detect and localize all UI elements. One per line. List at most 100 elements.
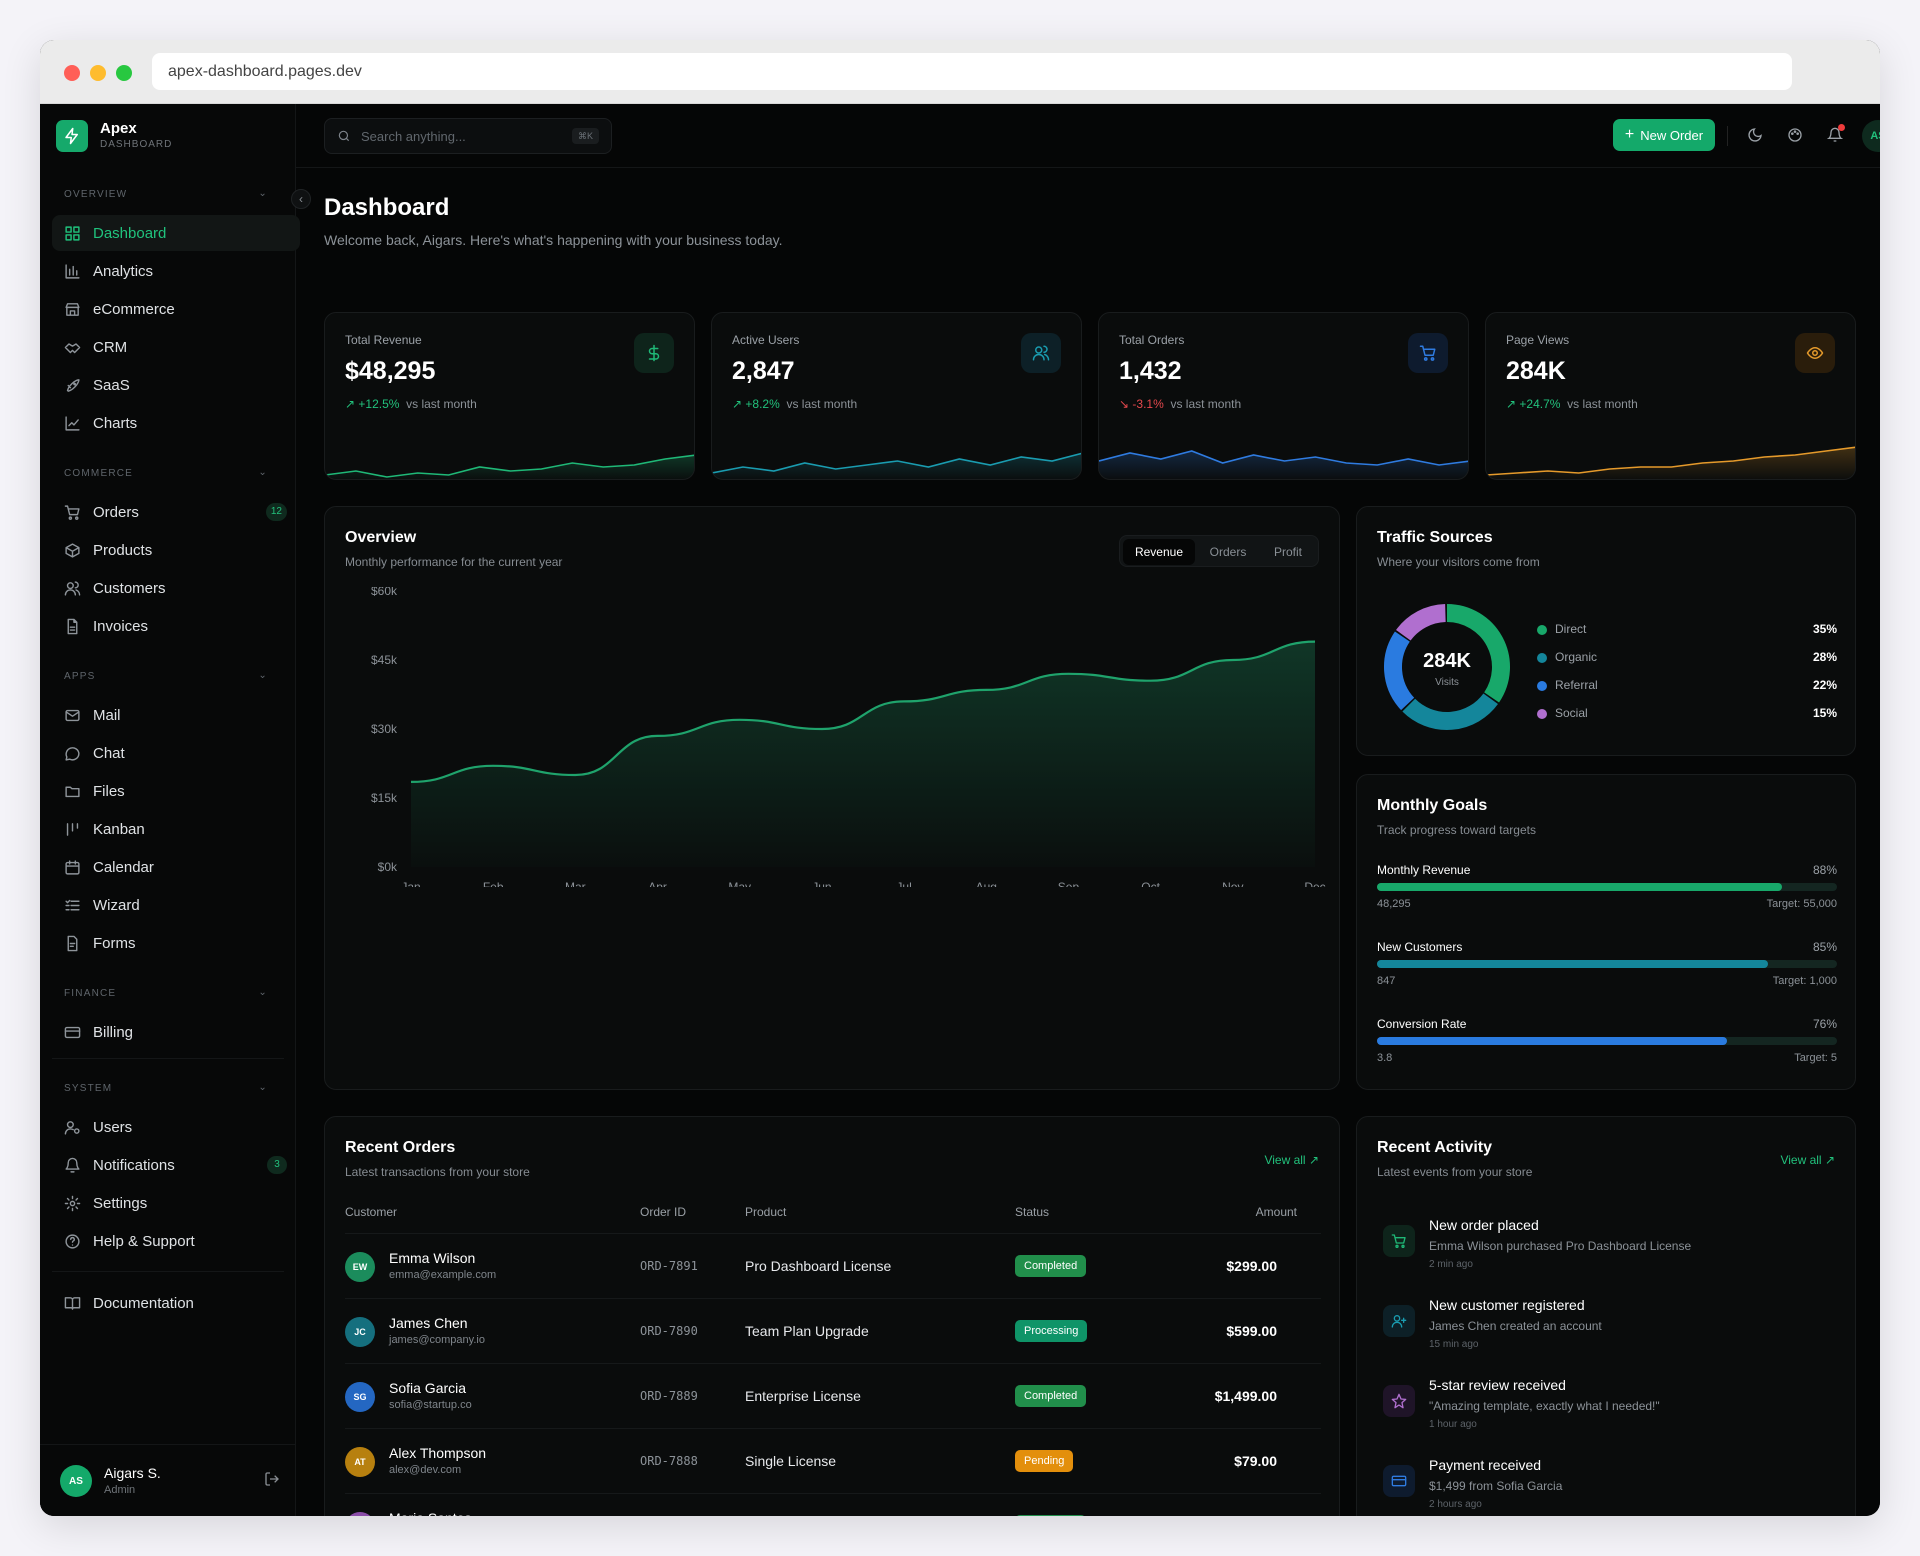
sidebar-item-calendar[interactable]: Calendar <box>52 849 300 885</box>
stat-card[interactable]: Total Orders 1,432 ↘ -3.1% vs last month <box>1098 312 1469 480</box>
sidebar-item-mail[interactable]: Mail <box>52 697 300 733</box>
stat-card[interactable]: Total Revenue $48,295 ↗ +12.5% vs last mon… <box>324 312 695 480</box>
customer-name: Maria Santos <box>389 1510 471 1516</box>
customer-name: Emma Wilson <box>389 1250 476 1266</box>
activity-view-all-link[interactable]: View all ↗ <box>1780 1153 1835 1167</box>
sidebar-item-kanban[interactable]: Kanban <box>52 811 300 847</box>
donut-slice-organic[interactable] <box>1402 693 1498 730</box>
sidebar-item-customers[interactable]: Customers <box>52 570 300 606</box>
sidebar-item-documentation[interactable]: Documentation <box>52 1285 300 1321</box>
sidebar-item-label: Documentation <box>93 1294 194 1312</box>
section-system[interactable]: SYSTEM ⌄ <box>64 1082 280 1094</box>
overview-chart[interactable]: $0k $15k $30k $45k $60k Jan Feb Mar Apr May Jun Jul… <box>325 587 1340 887</box>
donut-center-label: Visits <box>1435 677 1459 688</box>
moon-icon <box>1748 128 1762 142</box>
customer-name: Sofia Garcia <box>389 1380 467 1396</box>
donut-slice-direct[interactable] <box>1446 604 1510 703</box>
sidebar-item-wizard[interactable]: Wizard <box>52 887 300 923</box>
sidebar-item-dashboard[interactable]: Dashboard <box>52 215 300 251</box>
palette-button[interactable] <box>1782 122 1808 148</box>
sparkline-area <box>1099 451 1468 479</box>
user-role: Admin <box>104 1484 136 1496</box>
logout-icon[interactable] <box>264 1471 280 1492</box>
stat-card[interactable]: Active Users 2,847 ↗ +8.2% vs last month <box>711 312 1082 480</box>
tab-revenue[interactable]: Revenue <box>1123 539 1195 565</box>
sidebar-item-help-support[interactable]: Help & Support <box>52 1223 300 1259</box>
sidebar-item-invoices[interactable]: Invoices <box>52 608 300 644</box>
table-row[interactable]: SG Sofia Garcia sofia@startup.co ORD-7889 En… <box>345 1363 1321 1427</box>
sidebar-item-notifications[interactable]: Notifications 3 <box>52 1147 300 1183</box>
stat-delta-value: -3.1% <box>1132 397 1164 411</box>
overview-subtitle: Monthly performance for the current year <box>345 555 563 569</box>
legend-dot <box>1537 625 1547 635</box>
sidebar-item-forms[interactable]: Forms <box>52 925 300 961</box>
sidebar-item-label: Files <box>93 782 125 800</box>
order-amount: $79.00 <box>1234 1453 1277 1469</box>
sidebar-item-orders[interactable]: Orders 12 <box>52 494 300 530</box>
order-id: ORD-7889 <box>640 1389 698 1403</box>
legend-percent: 22% <box>1812 678 1837 692</box>
section-overview[interactable]: OVERVIEW ⌄ <box>64 188 280 200</box>
table-row[interactable]: AT Alex Thompson alex@dev.com ORD-7888 Singl… <box>345 1428 1321 1492</box>
collapse-sidebar-button[interactable]: ‹ <box>291 189 311 209</box>
sidebar-item-charts[interactable]: Charts <box>52 405 300 441</box>
goals-subtitle: Track progress toward targets <box>1377 823 1536 837</box>
sidebar-item-ecommerce[interactable]: eCommerce <box>52 291 300 327</box>
sidebar-item-crm[interactable]: CRM <box>52 329 300 365</box>
sidebar-item-users[interactable]: Users <box>52 1109 300 1145</box>
bolt-icon <box>56 120 88 152</box>
x-tick-label: Jul <box>896 880 911 887</box>
sidebar-item-analytics[interactable]: Analytics <box>52 253 300 289</box>
topbar: Search anything... ⌘K + New Order AS <box>296 104 1880 168</box>
user-avatar[interactable]: AS <box>1862 120 1880 152</box>
close-window-button[interactable] <box>64 65 80 81</box>
sidebar-item-saas[interactable]: SaaS <box>52 367 300 403</box>
sidebar-item-billing[interactable]: Billing <box>52 1014 300 1050</box>
sidebar-item-files[interactable]: Files <box>52 773 300 809</box>
bell-icon <box>1827 127 1843 142</box>
sidebar-item-chat[interactable]: Chat <box>52 735 300 771</box>
minimize-window-button[interactable] <box>90 65 106 81</box>
help-icon <box>65 1233 80 1249</box>
donut-slice-social[interactable] <box>1396 604 1447 641</box>
stat-value: $48,295 <box>345 357 436 385</box>
traffic-donut[interactable] <box>1377 597 1517 737</box>
sidebar-item-label: CRM <box>93 338 128 356</box>
sidebar-item-settings[interactable]: Settings <box>52 1185 300 1221</box>
table-row[interactable]: EW Emma Wilson emma@example.com ORD-7891 Pro… <box>345 1233 1321 1297</box>
maximize-window-button[interactable] <box>116 65 132 81</box>
section-commerce[interactable]: COMMERCE ⌄ <box>64 467 280 479</box>
tab-profit[interactable]: Profit <box>1273 545 1302 559</box>
orders-view-all-link[interactable]: View all ↗ <box>1264 1153 1319 1167</box>
tab-orders[interactable]: Orders <box>1209 545 1247 559</box>
y-tick-label: $60k <box>371 587 398 598</box>
table-row[interactable]: JC James Chen james@company.io ORD-7890 Team… <box>345 1298 1321 1362</box>
sidebar-user[interactable]: AS Aigars S. Admin <box>40 1444 296 1516</box>
notifications-button[interactable] <box>1822 122 1848 148</box>
table-row[interactable]: MSMaria Santosmaria@agency.coORD-7887Pro… <box>345 1493 1321 1516</box>
activity-item[interactable]: New order placed Emma Wilson purchased Pr… <box>1377 1217 1837 1297</box>
stat-card[interactable]: Page Views 284K ↗ +24.7% vs last month <box>1485 312 1856 480</box>
new-order-button[interactable]: + New Order <box>1613 119 1715 151</box>
cart-icon <box>1419 345 1436 361</box>
sidebar-item-label: Dashboard <box>93 224 167 242</box>
section-apps[interactable]: APPS ⌄ <box>64 670 280 682</box>
sidebar-item-label: Products <box>93 541 153 559</box>
calendar-icon <box>65 859 80 875</box>
theme-toggle-button[interactable] <box>1742 122 1768 148</box>
activity-item[interactable]: Payment received $1,499 from Sofia Garcia… <box>1377 1457 1837 1516</box>
goal-item: New Customers 85% 847 Target: 1,000 <box>1377 940 1837 1004</box>
activity-item[interactable]: New customer registered James Chen create… <box>1377 1297 1837 1377</box>
sidebar-item-label: Settings <box>93 1194 148 1212</box>
handshake-icon <box>64 342 81 353</box>
address-bar[interactable]: apex-dashboard.pages.dev <box>152 53 1792 90</box>
stat-delta: ↗ +8.2% vs last month <box>732 397 857 411</box>
sparkline-line <box>1099 450 1468 466</box>
search-input[interactable]: Search anything... ⌘K <box>324 118 612 154</box>
sidebar-item-products[interactable]: Products <box>52 532 300 568</box>
section-finance[interactable]: FINANCE ⌄ <box>64 987 280 999</box>
legend-dot <box>1537 709 1547 719</box>
activity-item[interactable]: 5-star review received "Amazing template,… <box>1377 1377 1837 1457</box>
bell-icon <box>65 1157 80 1173</box>
donut-slice-referral[interactable] <box>1384 631 1415 711</box>
